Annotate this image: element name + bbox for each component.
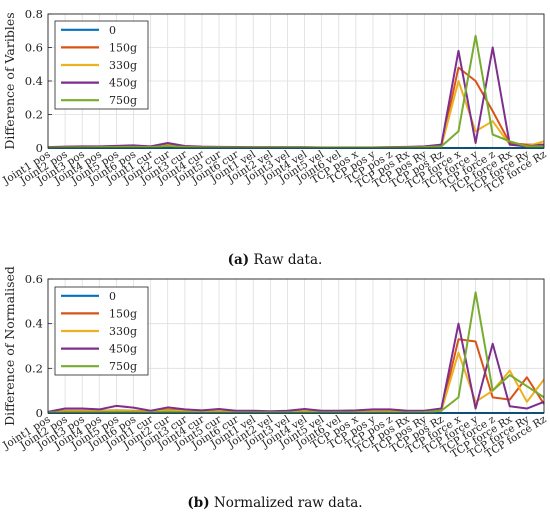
caption-b: (b) Normalized raw data. — [0, 495, 550, 511]
series-line-750g — [47, 291, 545, 414]
caption-a-text: Raw data. — [249, 252, 323, 268]
y-axis-label: Difference of Varibles — [2, 12, 17, 149]
axes-frame — [47, 13, 545, 149]
legend-label: 750g — [109, 360, 137, 373]
y-tick-label: 0.8 — [25, 7, 43, 21]
legend-label: 150g — [109, 41, 137, 54]
y-tick-label: 0.4 — [25, 317, 43, 331]
y-tick-label: 0.6 — [25, 41, 43, 55]
y-tick-label: 0 — [36, 141, 43, 155]
legend: 0 150g 330g 450g 750g — [54, 20, 149, 110]
caption-b-label: (b) — [187, 495, 210, 511]
y-tick-label: 0.4 — [25, 74, 43, 88]
caption-b-text: Normalized raw data. — [209, 495, 363, 511]
legend-label: 0 — [109, 24, 116, 37]
legend-label: 450g — [109, 343, 137, 356]
legend-label: 330g — [109, 59, 137, 72]
y-axis-label: Difference of Normalised — [2, 266, 17, 426]
caption-a: (a) Raw data. — [0, 252, 550, 268]
legend-label: 750g — [109, 94, 137, 107]
series-line-450g — [47, 322, 545, 413]
legend: 0 150g 330g 450g 750g — [54, 286, 149, 376]
legend-label: 330g — [109, 325, 137, 338]
y-tick-label: 0.6 — [25, 272, 43, 286]
series-line-750g — [47, 34, 544, 149]
caption-a-label: (a) — [227, 252, 250, 268]
legend-label: 450g — [109, 77, 137, 90]
legend-label: 0 — [109, 290, 116, 303]
y-tick-label: 0.2 — [25, 108, 43, 122]
y-tick-label: 0.2 — [25, 361, 43, 375]
y-tick-label: 0 — [36, 406, 43, 420]
legend-label: 150g — [109, 307, 137, 320]
axes-frame — [47, 278, 545, 414]
